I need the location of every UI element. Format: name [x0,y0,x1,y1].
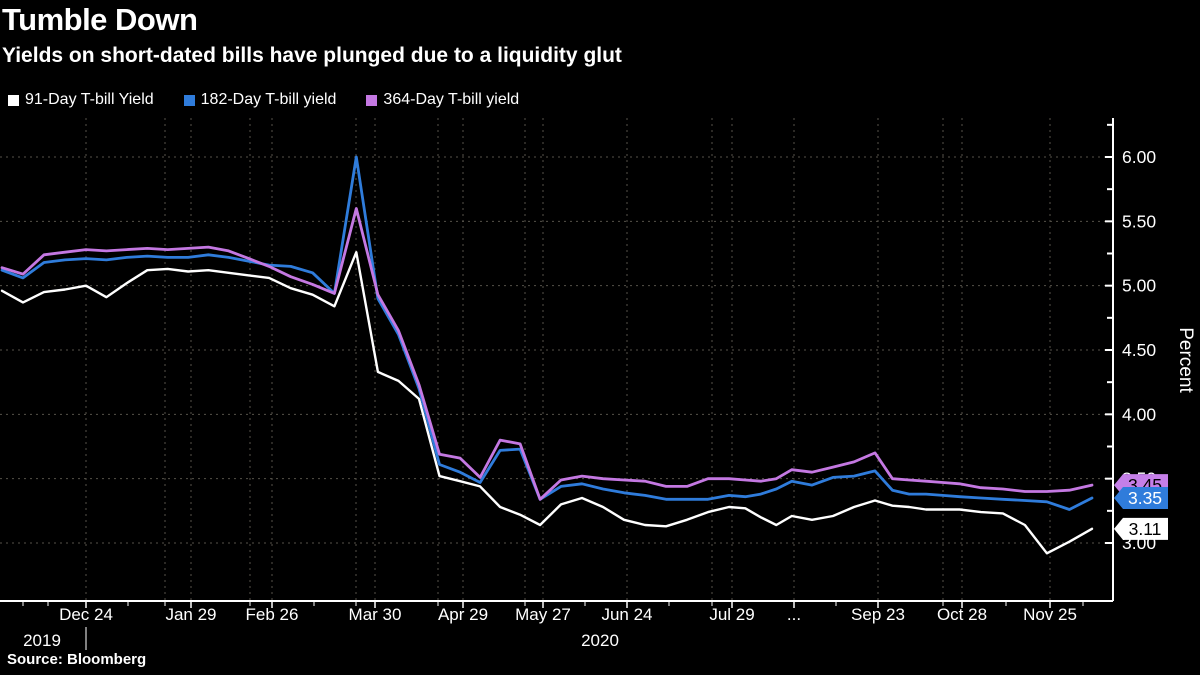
x-tick-label: Feb 26 [246,605,299,624]
y-tick-label: 4.50 [1122,340,1156,360]
x-tick-label: Nov 25 [1023,605,1077,624]
x-tick-label: Oct 28 [937,605,987,624]
legend-label: 182-Day T-bill yield [200,91,337,108]
last-value-badge-text-2: 3.11 [1129,519,1162,539]
y-tick-label: 6.00 [1122,147,1156,167]
x-tick-label: Jul 29 [709,605,754,624]
x-tick-label: Jan 29 [165,605,216,624]
legend-swatch-icon [183,94,195,106]
series-line-1 [0,155,1094,511]
chart-title: Tumble Down [2,2,198,37]
legend-label: 364-Day T-bill yield [383,91,520,108]
legend-swatch-icon [366,94,378,106]
x-tick-label: Mar 30 [349,605,402,624]
year-label: 2020 [581,631,619,650]
legend-item-2: 364-Day T-bill yield [366,91,519,109]
y-tick-label: 4.00 [1122,404,1156,424]
x-tick-label: Apr 29 [438,605,488,624]
series-line-2 [0,207,1094,501]
year-label: 2019 [23,631,61,650]
legend-item-1: 182-Day T-bill yield [183,91,337,109]
x-tick-label: Jun 24 [601,605,652,624]
legend-swatch-icon [8,94,19,106]
x-tick-label: Sep 23 [851,605,905,624]
source-attribution: Source: Bloomberg [7,651,147,668]
last-value-badge-2 [1114,517,1168,540]
y-tick-label: 5.00 [1122,276,1156,296]
x-tick-label: May 27 [515,605,571,624]
x-tick-label: Dec 24 [59,605,113,624]
y-tick-label: 5.50 [1122,211,1156,231]
last-value-badge-text-1: 3.35 [1128,488,1162,508]
legend-label: 91-Day T-bill Yield [25,91,154,108]
last-value-badge-1 [1114,486,1168,509]
x-tick-label: ... [787,605,801,624]
chart-legend: 91-Day T-bill Yield 182-Day T-bill yield 3… [8,91,519,109]
legend-item-0: 91-Day T-bill Yield [8,91,154,109]
chart-subtitle: Yields on short-dated bills have plunged… [2,44,622,67]
series-line-0 [0,250,1094,555]
y-axis-title: Percent [1175,327,1196,393]
